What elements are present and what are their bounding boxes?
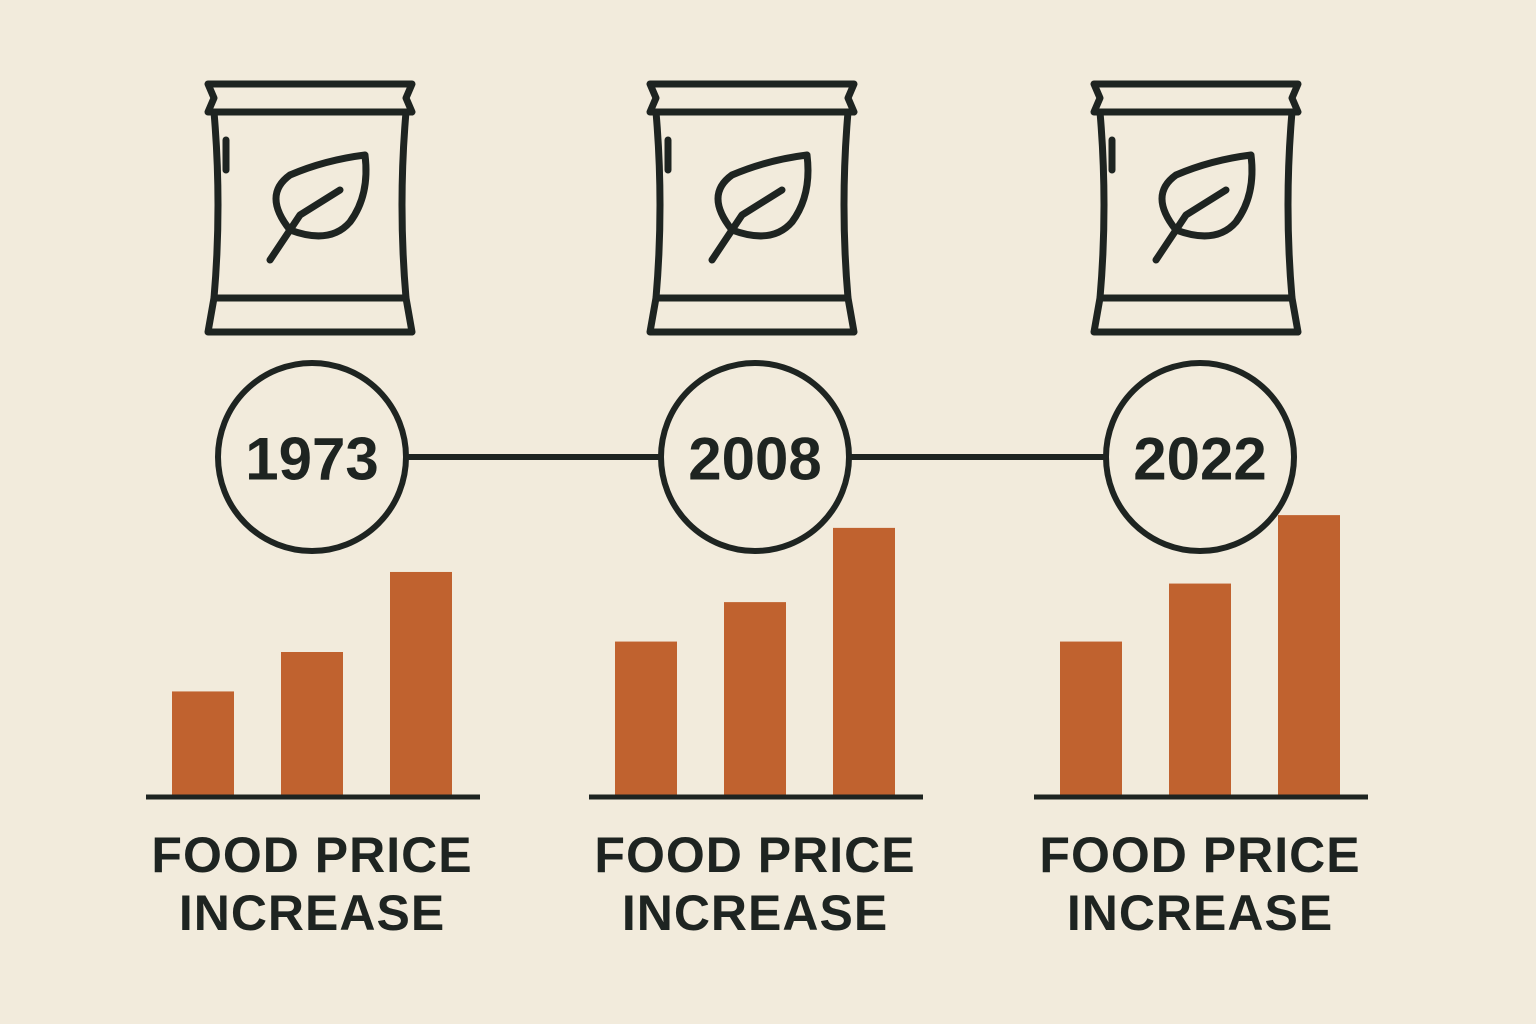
- bar: [724, 602, 786, 797]
- bar: [833, 527, 895, 797]
- year-label: 1973: [245, 426, 378, 493]
- bar: [1278, 515, 1340, 797]
- bag-icon: [650, 84, 854, 332]
- bar: [172, 691, 234, 797]
- bag-icon: [1094, 84, 1298, 332]
- chart-title: FOOD PRICE INCREASE: [151, 827, 473, 941]
- year-label: 2008: [688, 426, 821, 493]
- year-label: 2022: [1133, 426, 1266, 493]
- bar: [281, 652, 343, 797]
- chart-title: FOOD PRICE INCREASE: [1039, 827, 1361, 941]
- year-circle: [658, 360, 852, 554]
- bar: [615, 641, 677, 797]
- bar: [1169, 583, 1231, 797]
- chart-title: FOOD PRICE INCREASE: [594, 827, 916, 941]
- bar: [390, 571, 452, 797]
- year-circle: [215, 360, 409, 554]
- bar: [1060, 641, 1122, 797]
- bag-icon: [208, 84, 412, 332]
- year-circle: [1103, 360, 1297, 554]
